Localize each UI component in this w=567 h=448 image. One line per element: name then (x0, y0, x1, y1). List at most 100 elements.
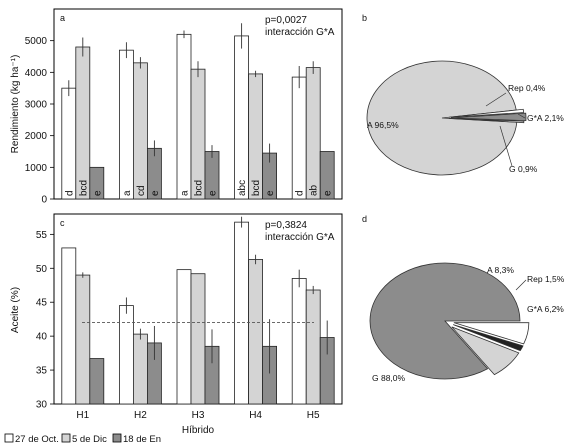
y-tick-label: 40 (36, 332, 48, 343)
bar (61, 87, 77, 200)
significance-letter: e (323, 190, 334, 196)
bar (132, 62, 148, 200)
pie-b-label-g: G 0,9% (509, 164, 538, 174)
pie-slice (369, 262, 521, 380)
bar (89, 166, 105, 200)
bar (291, 76, 307, 200)
pie-slice (448, 118, 525, 124)
panel-b-pie (366, 60, 527, 176)
significance-letter: d (64, 190, 75, 196)
legend-label-dic: 5 de Dic (72, 434, 107, 445)
panel-d-label: d (362, 214, 367, 224)
pie-b-label-rep: Rep 0,4% (508, 83, 546, 93)
pie-d-label-a: A 8,3% (487, 265, 514, 275)
y-tick-label: 55 (36, 230, 48, 241)
bar (248, 259, 264, 405)
bar (89, 358, 105, 405)
significance-letter: ab (309, 184, 320, 196)
y-tick-label: 0 (41, 195, 47, 206)
y-tick-label: 3000 (25, 100, 48, 111)
significance-letter: e (150, 190, 161, 196)
pie-slice (448, 108, 525, 118)
bar (119, 49, 134, 200)
significance-letter: e (265, 190, 276, 196)
significance-letter: d (295, 190, 306, 196)
y-tick-label: 4000 (25, 68, 48, 79)
pie-slice (453, 322, 530, 345)
panel-c-label: c (60, 218, 65, 228)
bar (190, 273, 206, 405)
x-tick-label: H1 (76, 410, 89, 421)
y-tick-label: 50 (36, 264, 48, 275)
panel-b: b A 96,5% Rep 0,4% G*A 2,1% G 0,9% (362, 13, 564, 176)
bar (61, 247, 77, 405)
panel-a-label: a (60, 13, 65, 23)
pie-slice (450, 112, 527, 122)
y-tick-label: 45 (36, 298, 48, 309)
significance-letter: e (208, 190, 219, 196)
legend: 27 de Oct. 5 de Dic 18 de En (4, 433, 161, 445)
bar (190, 68, 206, 200)
bar (132, 333, 148, 405)
y-tick-label: 1000 (25, 163, 48, 174)
pie-slice (453, 324, 524, 352)
leader-line (499, 125, 513, 167)
bar (176, 33, 192, 200)
legend-label-oct: 27 de Oct. (15, 434, 59, 445)
leader-line (517, 113, 526, 119)
legend-swatch-dic (61, 433, 71, 443)
significance-letter: a (180, 190, 191, 196)
pie-slice (451, 326, 520, 376)
bar (234, 221, 250, 405)
panel-c-annotation-interaction: interacción G*A (265, 232, 335, 243)
significance-letter: abc (237, 180, 248, 196)
pie-slice (366, 60, 518, 176)
panel-c-annotation-p: p=0,3824 (265, 220, 307, 231)
panel-c-ylabel: Aceite (%) (10, 287, 21, 333)
bar (305, 289, 321, 405)
leader-line (515, 279, 527, 291)
pie-d-label-ga: G*A 6,2% (527, 304, 564, 314)
panel-a-ylabel: Rendimiento (kg ha⁻¹) (10, 55, 21, 154)
legend-swatch-oct (4, 433, 14, 443)
panel-c: c p=0,3824 interacción G*A Aceite (%) Hí… (10, 213, 343, 436)
x-tick-label: H3 (192, 410, 205, 421)
bar (75, 46, 91, 200)
panel-c-marks: 30 35 40 45 50 55 H1 H2 H3 H4 H5 (36, 216, 335, 421)
legend-label-en: 18 de En (123, 434, 161, 445)
y-tick-label: 2000 (25, 131, 48, 142)
x-tick-label: H4 (249, 410, 262, 421)
panel-d-pie (369, 262, 530, 380)
bar (176, 269, 192, 405)
significance-letter: bcd (194, 180, 205, 196)
significance-letter: e (92, 190, 103, 196)
pie-d-label-g: G 88,0% (372, 373, 406, 383)
leader-line (485, 92, 507, 107)
bar (119, 305, 134, 405)
bar (291, 278, 307, 405)
y-tick-label: 30 (36, 400, 48, 411)
legend-swatch-en (112, 433, 122, 443)
pie-b-label-ga: G*A 2,1% (527, 113, 564, 123)
x-tick-label: H5 (307, 410, 320, 421)
y-tick-label: 35 (36, 366, 48, 377)
x-tick-label: H2 (134, 410, 147, 421)
significance-letter: bcd (251, 180, 262, 196)
significance-letter: bcd (78, 180, 89, 196)
bar (75, 274, 91, 405)
panel-b-label: b (362, 13, 367, 23)
significance-letter: a (122, 190, 133, 196)
bar (319, 151, 335, 200)
panel-c-xlabel: Híbrido (182, 425, 215, 436)
panel-a-annotation-p: p=0,0027 (265, 15, 307, 26)
y-tick-label: 5000 (25, 36, 48, 47)
panel-a-annotation-interaction: interacción G*A (265, 27, 335, 38)
pie-b-label-a: A 96,5% (367, 120, 399, 130)
significance-letter: cd (136, 185, 147, 196)
pie-d-label-rep: Rep 1,5% (527, 274, 565, 284)
panel-a: a p=0,0027 interacción G*A Rendimiento (… (10, 8, 343, 206)
panel-d: d G 88,0% A 8,3% Rep 1,5% G*A 6,2% (362, 214, 565, 383)
bar (234, 35, 250, 200)
